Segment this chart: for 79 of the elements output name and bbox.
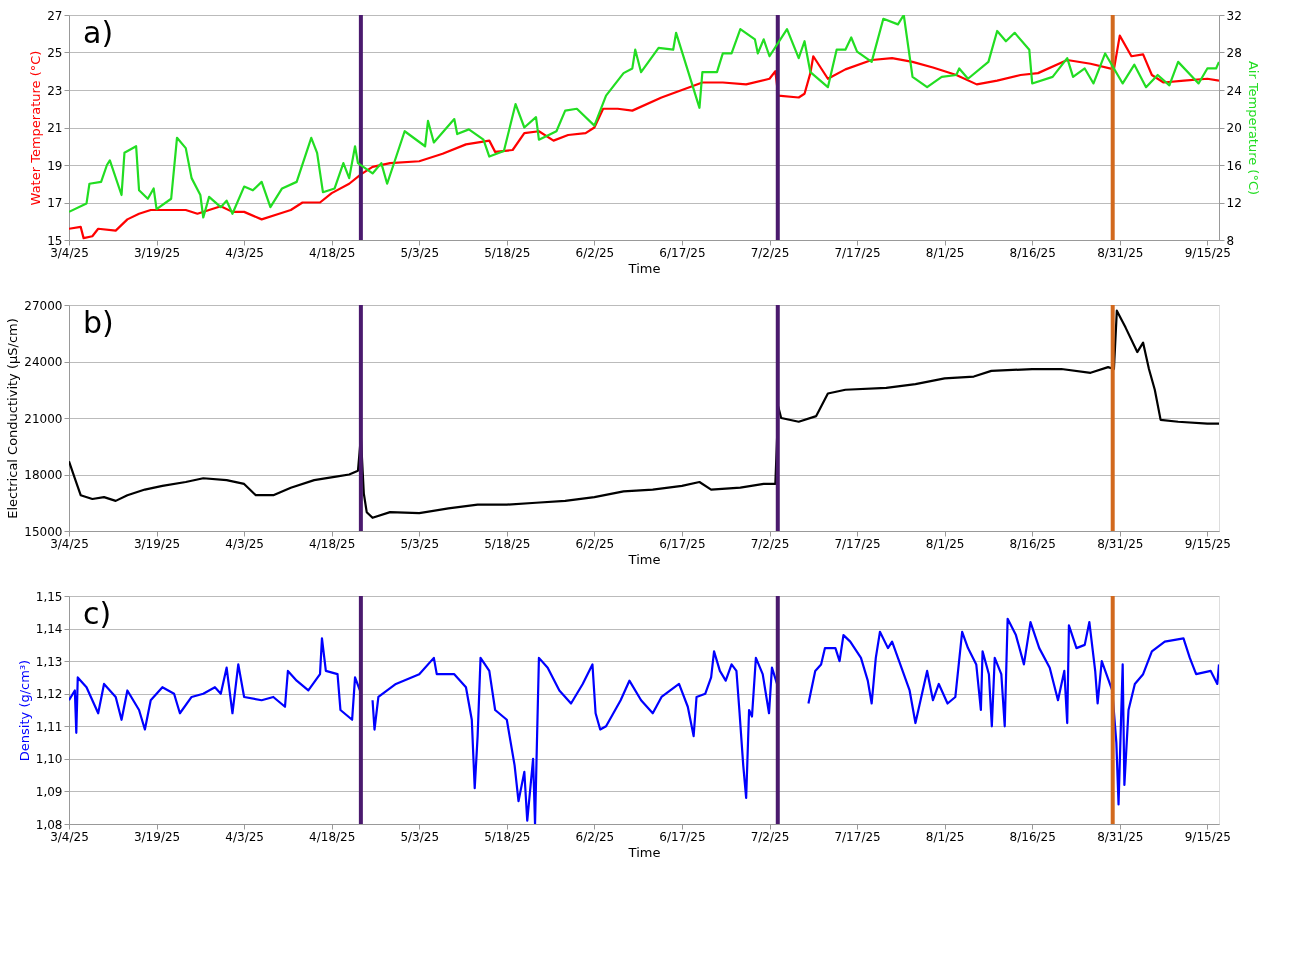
- y-tick-label: 1,13: [35, 654, 63, 669]
- y-tick-label: 18000: [24, 468, 63, 482]
- x-tick-label: 3/19/25: [133, 536, 181, 551]
- y-tick-label: 27000: [24, 298, 63, 313]
- y-tick-label: 1,14: [35, 622, 63, 637]
- y-tick-label: 21: [47, 121, 63, 135]
- y-tick-label: 15000: [24, 524, 63, 539]
- x-tick-label: 4/3/25: [225, 245, 264, 260]
- x-tick-label: 5/18/25: [484, 245, 531, 260]
- x-tick-label: 3/19/25: [133, 245, 181, 260]
- y-tick-label: 1,08: [35, 817, 63, 832]
- y-tick-label: 1,11: [35, 719, 63, 734]
- x-axis-title: Time: [627, 844, 661, 860]
- annotation: a): [83, 15, 114, 50]
- x-tick-label: 6/2/25: [575, 245, 615, 260]
- y-tick-label: 23: [47, 83, 63, 98]
- x-tick-label: 9/15/25: [1184, 829, 1231, 844]
- x-tick-label: 6/17/25: [659, 536, 706, 551]
- x-tick-label: 6/17/25: [659, 245, 706, 260]
- x-tick-label: 7/2/25: [750, 245, 790, 260]
- y-axis-title: Electrical Conductivity (µS/cm): [5, 318, 21, 519]
- x-tick-label: 9/15/25: [1184, 536, 1231, 551]
- x-tick-label: 7/17/25: [834, 829, 881, 844]
- x-tick-label: 8/16/25: [1009, 829, 1056, 844]
- x-tick-label: 7/17/25: [834, 536, 881, 551]
- x-tick-label: 8/1/25: [925, 245, 965, 260]
- y-tick-label: 1,15: [35, 589, 63, 604]
- x-tick-label: 8/31/25: [1097, 829, 1144, 844]
- y-tick-label: 27: [47, 8, 63, 23]
- x-tick-label: 7/17/25: [834, 245, 881, 260]
- x-tick-label: 5/18/25: [484, 536, 531, 551]
- y2-axis-title: Air Temperature (°C): [1245, 60, 1261, 196]
- x-axis-title: Time: [627, 551, 661, 567]
- y-tick-label: 15: [47, 233, 63, 248]
- x-tick-label: 7/2/25: [750, 829, 790, 844]
- y2-tick-label: 32: [1226, 8, 1242, 23]
- annotation: b): [83, 305, 114, 340]
- x-tick-label: 8/31/25: [1097, 245, 1144, 260]
- x-tick-label: 8/1/25: [925, 536, 965, 551]
- y2-tick-label: 24: [1226, 83, 1242, 98]
- x-tick-label: 9/15/25: [1184, 245, 1231, 260]
- y2-tick-label: 20: [1226, 121, 1242, 135]
- y-tick-label: 1,12: [35, 687, 63, 702]
- x-tick-label: 4/3/25: [225, 829, 264, 844]
- y-tick-label: 19: [47, 158, 63, 173]
- y-tick-label: 21000: [24, 411, 63, 426]
- x-tick-label: 4/18/25: [309, 829, 356, 844]
- x-tick-label: 4/3/25: [225, 536, 264, 551]
- annotation: c): [83, 596, 112, 631]
- x-tick-label: 5/3/25: [400, 536, 440, 551]
- x-tick-label: 4/18/25: [309, 536, 356, 551]
- y-tick-label: 17: [47, 196, 63, 210]
- x-tick-label: 8/31/25: [1097, 536, 1144, 551]
- y-axis-title: Density (g/cm³): [16, 659, 32, 762]
- x-tick-label: 4/18/25: [309, 245, 356, 260]
- y2-tick-label: 12: [1226, 196, 1242, 210]
- x-tick-label: 8/16/25: [1009, 245, 1056, 260]
- x-tick-label: 8/1/25: [925, 829, 965, 844]
- y-tick-label: 1,09: [35, 784, 63, 799]
- y-tick-label: 24000: [24, 355, 63, 369]
- x-tick-label: 5/18/25: [484, 829, 531, 844]
- x-tick-label: 3/4/25: [50, 829, 89, 844]
- x-tick-label: 6/2/25: [575, 536, 615, 551]
- x-tick-label: 8/16/25: [1009, 536, 1056, 551]
- x-tick-label: 5/3/25: [400, 829, 440, 844]
- y2-tick-label: 28: [1226, 46, 1242, 60]
- y-tick-label: 1,10: [35, 752, 63, 767]
- x-tick-label: 3/19/25: [133, 829, 181, 844]
- x-tick-label: 5/3/25: [400, 245, 440, 260]
- x-tick-label: 7/2/25: [750, 536, 790, 551]
- x-tick-label: 6/17/25: [659, 829, 706, 844]
- y2-tick-label: 16: [1226, 158, 1242, 173]
- y-axis-title: Water Temperature (°C): [28, 50, 44, 206]
- x-tick-label: 3/4/25: [50, 245, 89, 260]
- x-axis-title: Time: [627, 260, 661, 276]
- y-tick-label: 25: [47, 46, 63, 60]
- x-tick-label: 6/2/25: [575, 829, 615, 844]
- x-tick-label: 3/4/25: [50, 536, 89, 551]
- y2-tick-label: 8: [1226, 233, 1235, 248]
